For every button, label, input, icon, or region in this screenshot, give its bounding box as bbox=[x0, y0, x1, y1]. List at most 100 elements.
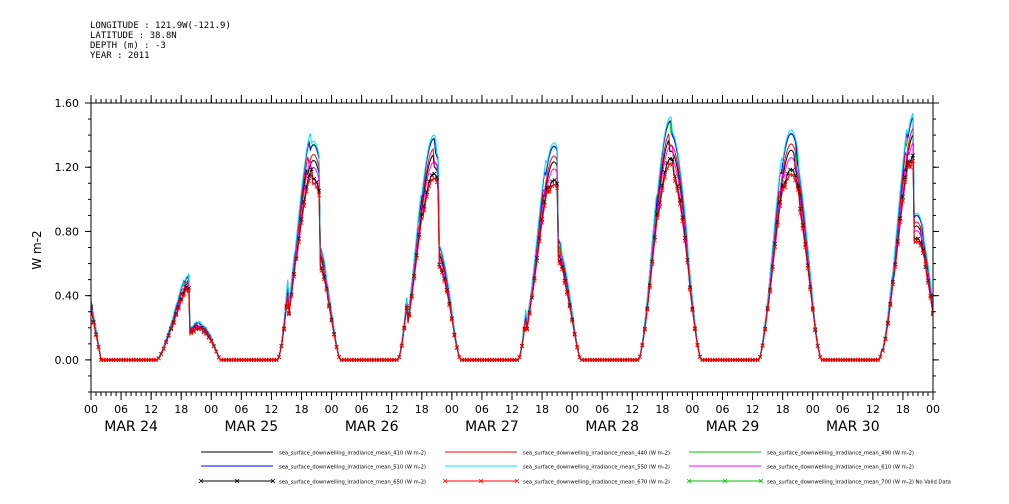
x-tick-label: 00 bbox=[445, 403, 459, 416]
series-marker-7 bbox=[657, 204, 662, 209]
series-marker-7 bbox=[567, 304, 572, 309]
series-marker-7 bbox=[189, 330, 194, 335]
series-marker-6 bbox=[555, 181, 560, 186]
series-marker-6 bbox=[915, 236, 921, 241]
series-marker-7 bbox=[164, 340, 169, 345]
x-day-label: MAR 26 bbox=[345, 419, 399, 435]
x-tick-label: 18 bbox=[776, 403, 790, 416]
series-marker-7 bbox=[918, 243, 923, 248]
series-marker-7 bbox=[211, 344, 216, 349]
series-marker-7 bbox=[652, 238, 657, 243]
x-tick-label: 00 bbox=[926, 403, 940, 416]
series-marker-7 bbox=[928, 295, 933, 300]
series-marker-7 bbox=[309, 172, 314, 177]
series-marker-7 bbox=[276, 354, 282, 360]
y-tick-label: 0.00 bbox=[55, 354, 80, 367]
series-marker-7 bbox=[800, 226, 805, 231]
x-tick-label: 12 bbox=[385, 403, 399, 416]
series-marker-7 bbox=[532, 278, 537, 283]
x-tick-label: 06 bbox=[716, 403, 730, 416]
series-marker-7 bbox=[186, 287, 191, 293]
series-marker-7 bbox=[768, 289, 773, 294]
series-marker-7 bbox=[169, 326, 174, 331]
series-marker-7 bbox=[301, 203, 307, 208]
legend-marker-8 bbox=[686, 478, 692, 484]
series-marker-7 bbox=[560, 267, 565, 272]
x-tick-label: 12 bbox=[264, 403, 278, 416]
series-marker-7 bbox=[166, 333, 171, 339]
x-tick-label: 18 bbox=[896, 403, 910, 416]
series-marker-7 bbox=[930, 312, 933, 317]
series-marker-7 bbox=[424, 194, 429, 199]
series-marker-7 bbox=[670, 162, 675, 167]
series-marker-7 bbox=[519, 344, 525, 349]
series-marker-7 bbox=[645, 307, 650, 312]
series-marker-6 bbox=[930, 310, 933, 316]
x-tick-label: 00 bbox=[204, 403, 218, 416]
x-tick-label: 00 bbox=[84, 403, 98, 416]
series-marker-7 bbox=[397, 354, 402, 360]
legend-entry-5: sea_surface_downwelling_irradiance_mean_… bbox=[767, 465, 914, 471]
series-marker-7 bbox=[763, 327, 768, 332]
series-marker-7 bbox=[885, 321, 890, 326]
series-marker-7 bbox=[306, 178, 312, 183]
series-marker-7 bbox=[570, 318, 575, 323]
series-marker-7 bbox=[915, 239, 921, 244]
series-marker-7 bbox=[404, 304, 409, 309]
series-marker-7 bbox=[908, 164, 913, 170]
series-marker-7 bbox=[412, 276, 417, 281]
series-marker-6 bbox=[670, 157, 675, 162]
series-marker-7 bbox=[449, 317, 454, 322]
x-tick-label: 18 bbox=[655, 403, 669, 416]
series-marker-6 bbox=[785, 171, 790, 176]
series-marker-7 bbox=[284, 305, 289, 310]
series-marker-7 bbox=[294, 253, 299, 258]
series-marker-6 bbox=[552, 177, 557, 183]
series-marker-7 bbox=[813, 327, 818, 332]
dataset-metadata: LONGITUDE : 121.9W(-121.9) LATITUDE : 38… bbox=[90, 21, 231, 61]
series-marker-7 bbox=[923, 261, 928, 267]
series-marker-7 bbox=[575, 345, 580, 350]
series-marker-7 bbox=[91, 320, 96, 326]
series-marker-7 bbox=[675, 188, 680, 193]
series-marker-7 bbox=[910, 158, 916, 163]
series-marker-7 bbox=[765, 307, 770, 312]
series-marker-7 bbox=[640, 342, 645, 348]
series-marker-7 bbox=[893, 264, 898, 269]
series-marker-7 bbox=[161, 346, 166, 352]
series-marker-7 bbox=[778, 204, 783, 209]
legend-entry-1: sea_surface_downwelling_irradiance_mean_… bbox=[523, 451, 670, 457]
legend-marker-6 bbox=[198, 478, 204, 484]
series-marker-7 bbox=[321, 277, 327, 282]
series-marker-7 bbox=[555, 186, 560, 191]
series-marker-7 bbox=[319, 268, 324, 273]
legend-marker-6 bbox=[270, 478, 276, 484]
series-marker-7 bbox=[685, 260, 690, 265]
series-marker-6 bbox=[314, 180, 319, 185]
y-axis-label: W m-2 bbox=[30, 230, 44, 269]
series-marker-7 bbox=[808, 287, 813, 292]
series-marker-7 bbox=[635, 357, 640, 362]
series-marker-7 bbox=[815, 344, 820, 349]
series-marker-7 bbox=[647, 285, 652, 290]
series-marker-7 bbox=[159, 351, 164, 357]
series-marker-7 bbox=[557, 261, 562, 266]
series-marker-7 bbox=[417, 235, 422, 240]
series-group bbox=[91, 112, 933, 362]
series-marker-7 bbox=[154, 357, 159, 362]
series-marker-7 bbox=[314, 184, 319, 189]
series-marker-7 bbox=[93, 332, 99, 338]
series-marker-6 bbox=[665, 161, 670, 166]
series-marker-7 bbox=[407, 313, 412, 318]
series-marker-7 bbox=[758, 354, 763, 360]
meta-year: YEAR : 2011 bbox=[90, 51, 150, 61]
series-marker-7 bbox=[402, 326, 407, 331]
series-marker-7 bbox=[419, 216, 424, 221]
series-marker-7 bbox=[682, 238, 687, 244]
series-marker-6 bbox=[434, 175, 439, 180]
series-marker-7 bbox=[883, 337, 888, 342]
x-tick-label: 00 bbox=[325, 403, 339, 416]
series-marker-7 bbox=[642, 327, 647, 332]
series-marker-7 bbox=[527, 311, 532, 316]
series-marker-7 bbox=[565, 291, 570, 296]
